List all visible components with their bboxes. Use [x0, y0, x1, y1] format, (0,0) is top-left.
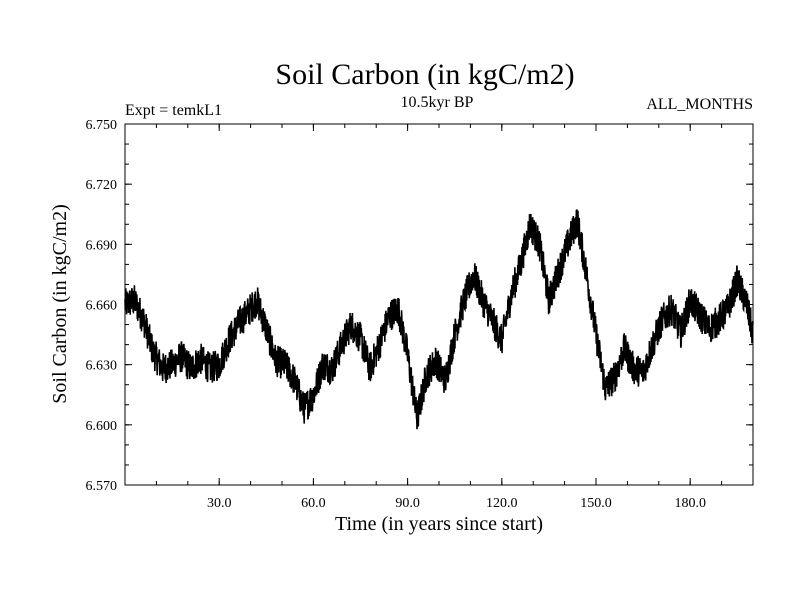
tick-layer: 6.570 6.600 6.630 6.660 6.690 6.720 6.750 30.0 6… — [86, 118, 754, 511]
period-label: 10.5kyr BP — [401, 94, 474, 111]
x-tick-label: 30.0 — [207, 496, 232, 511]
x-tick-label: 180.0 — [674, 496, 706, 511]
y-tick-label: 6.570 — [86, 479, 118, 494]
x-tick-label: 150.0 — [580, 496, 612, 511]
plot-frame — [124, 123, 754, 486]
months-label: ALL_MONTHS — [646, 96, 753, 113]
chart-title: Soil Carbon (in kgC/m2) — [275, 58, 574, 91]
x-tick-label: 60.0 — [301, 496, 326, 511]
x-axis-label: Time (in years since start) — [335, 513, 543, 535]
y-axis-label: Soil Carbon (in kgC/m2) — [49, 204, 71, 403]
y-tick-label: 6.750 — [86, 118, 118, 133]
series-layer — [124, 209, 754, 430]
y-tick-label: 6.720 — [86, 178, 118, 193]
x-tick-label: 120.0 — [486, 496, 518, 511]
soil-carbon-series-line — [124, 209, 754, 430]
x-tick-label: 90.0 — [395, 496, 420, 511]
y-tick-label: 6.690 — [86, 238, 118, 253]
y-tick-label: 6.600 — [86, 419, 118, 434]
experiment-label: Expt = temkL1 — [125, 102, 222, 119]
y-tick-label: 6.660 — [86, 299, 118, 314]
y-tick-label: 6.630 — [86, 359, 118, 374]
